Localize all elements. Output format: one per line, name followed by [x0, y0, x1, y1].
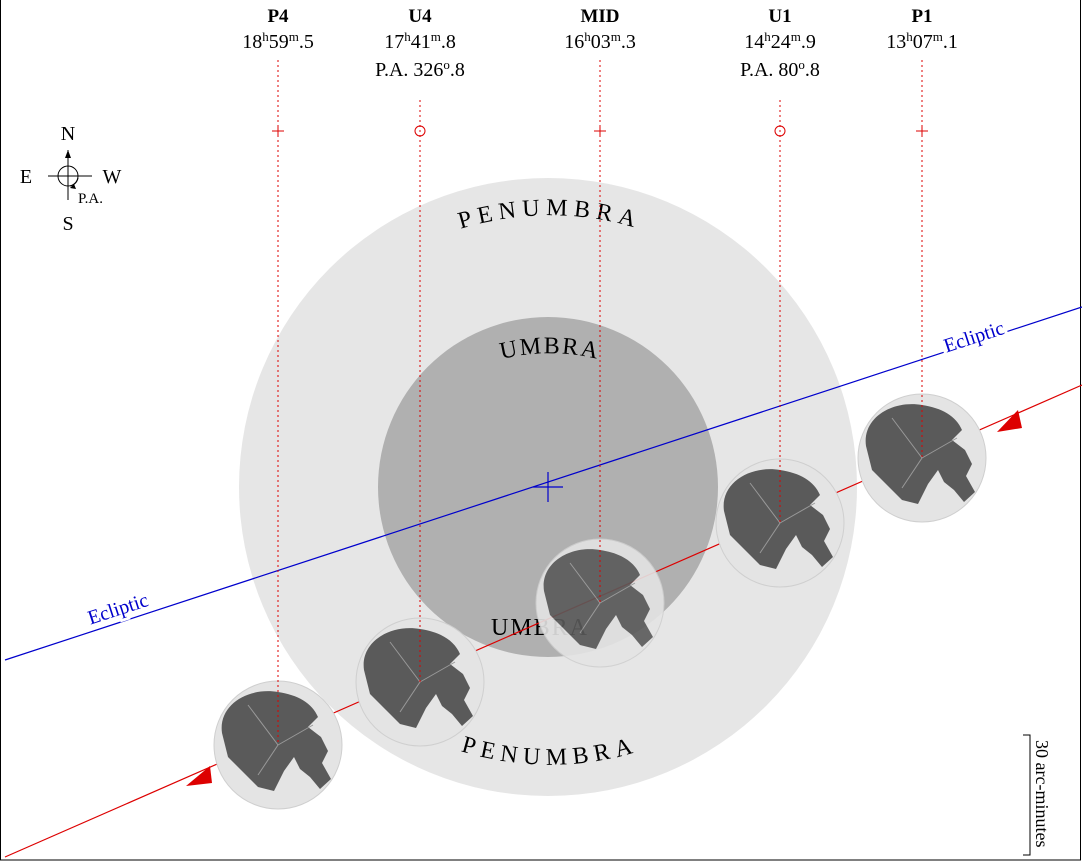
contact-text-part: .9	[801, 31, 816, 53]
compass-south: S	[62, 213, 73, 235]
contact-text-part: m	[933, 29, 943, 44]
compass-north: N	[61, 123, 75, 145]
contact-text-part: m	[611, 29, 621, 44]
contact-text-part: 18	[242, 31, 262, 53]
contact-text-part: h	[764, 29, 771, 44]
contact-marker	[774, 125, 786, 137]
contact-text: P.A. 326o.8	[375, 57, 465, 82]
contact-marker	[916, 125, 928, 137]
contact-text-part: .1	[943, 31, 958, 53]
contact-text: 14h24m.9	[744, 29, 816, 54]
contact-name: U4	[408, 6, 432, 27]
contact-text-part: .3	[621, 31, 636, 53]
arrow	[997, 410, 1022, 432]
ecliptic	[4, 306, 1082, 661]
contact-text-part: o	[798, 57, 805, 72]
contact-name: P1	[911, 6, 932, 27]
contact-text-part: 16	[564, 31, 584, 53]
contact-text-part: 03	[591, 31, 611, 53]
scale-label: 30 arc-minutes	[1032, 740, 1052, 847]
contact-text-part: P.A. 80	[740, 59, 798, 81]
contact-text-part: 24	[771, 31, 791, 53]
arrow	[186, 766, 212, 786]
contact-text-part: h	[906, 29, 913, 44]
contact-text-part: 59	[269, 31, 289, 53]
contact-text: 13h07m.1	[886, 29, 958, 54]
contact-text-part: 41	[411, 31, 431, 53]
contact-text-part: m	[289, 29, 299, 44]
contact-marker	[594, 125, 606, 137]
contact-text: 18h59m.5	[242, 29, 314, 54]
contact-text-part: h	[584, 29, 591, 44]
compass-east: E	[20, 166, 32, 188]
contact-text-part: .5	[299, 31, 314, 53]
contact-marker	[272, 125, 284, 137]
contact-name: U1	[768, 6, 791, 27]
contact-text: P.A. 80o.8	[740, 57, 820, 82]
contact-text-part: .8	[441, 31, 456, 53]
shadow-center	[533, 472, 563, 502]
compass-west: W	[103, 166, 122, 188]
contact-text: 17h41m.8	[384, 29, 456, 54]
contact-marker	[414, 125, 426, 137]
contact-text-part: h	[404, 29, 411, 44]
contact-text-part: o	[443, 57, 450, 72]
contact-text-part: m	[431, 29, 441, 44]
contact-text-part: .8	[805, 59, 820, 81]
contact-text-part: m	[791, 29, 801, 44]
contact-text-part: 14	[744, 31, 764, 53]
ecliptic-label: Ecliptic	[941, 317, 1007, 357]
contact-text-part: 17	[384, 31, 404, 53]
contact-text-part: P.A. 326	[375, 59, 443, 81]
contact-text: 16h03m.3	[564, 29, 636, 54]
contact-text-part: 13	[886, 31, 906, 53]
contact-text-part: 07	[913, 31, 933, 53]
contact-text-part: h	[262, 29, 269, 44]
compass-pa: P.A.	[78, 191, 103, 207]
scale-bar	[1023, 734, 1031, 856]
compass: N E W S P.A.	[20, 123, 122, 235]
contact-name: P4	[267, 6, 289, 27]
contact-text-part: .8	[450, 59, 465, 81]
contact-name: MID	[580, 6, 619, 27]
